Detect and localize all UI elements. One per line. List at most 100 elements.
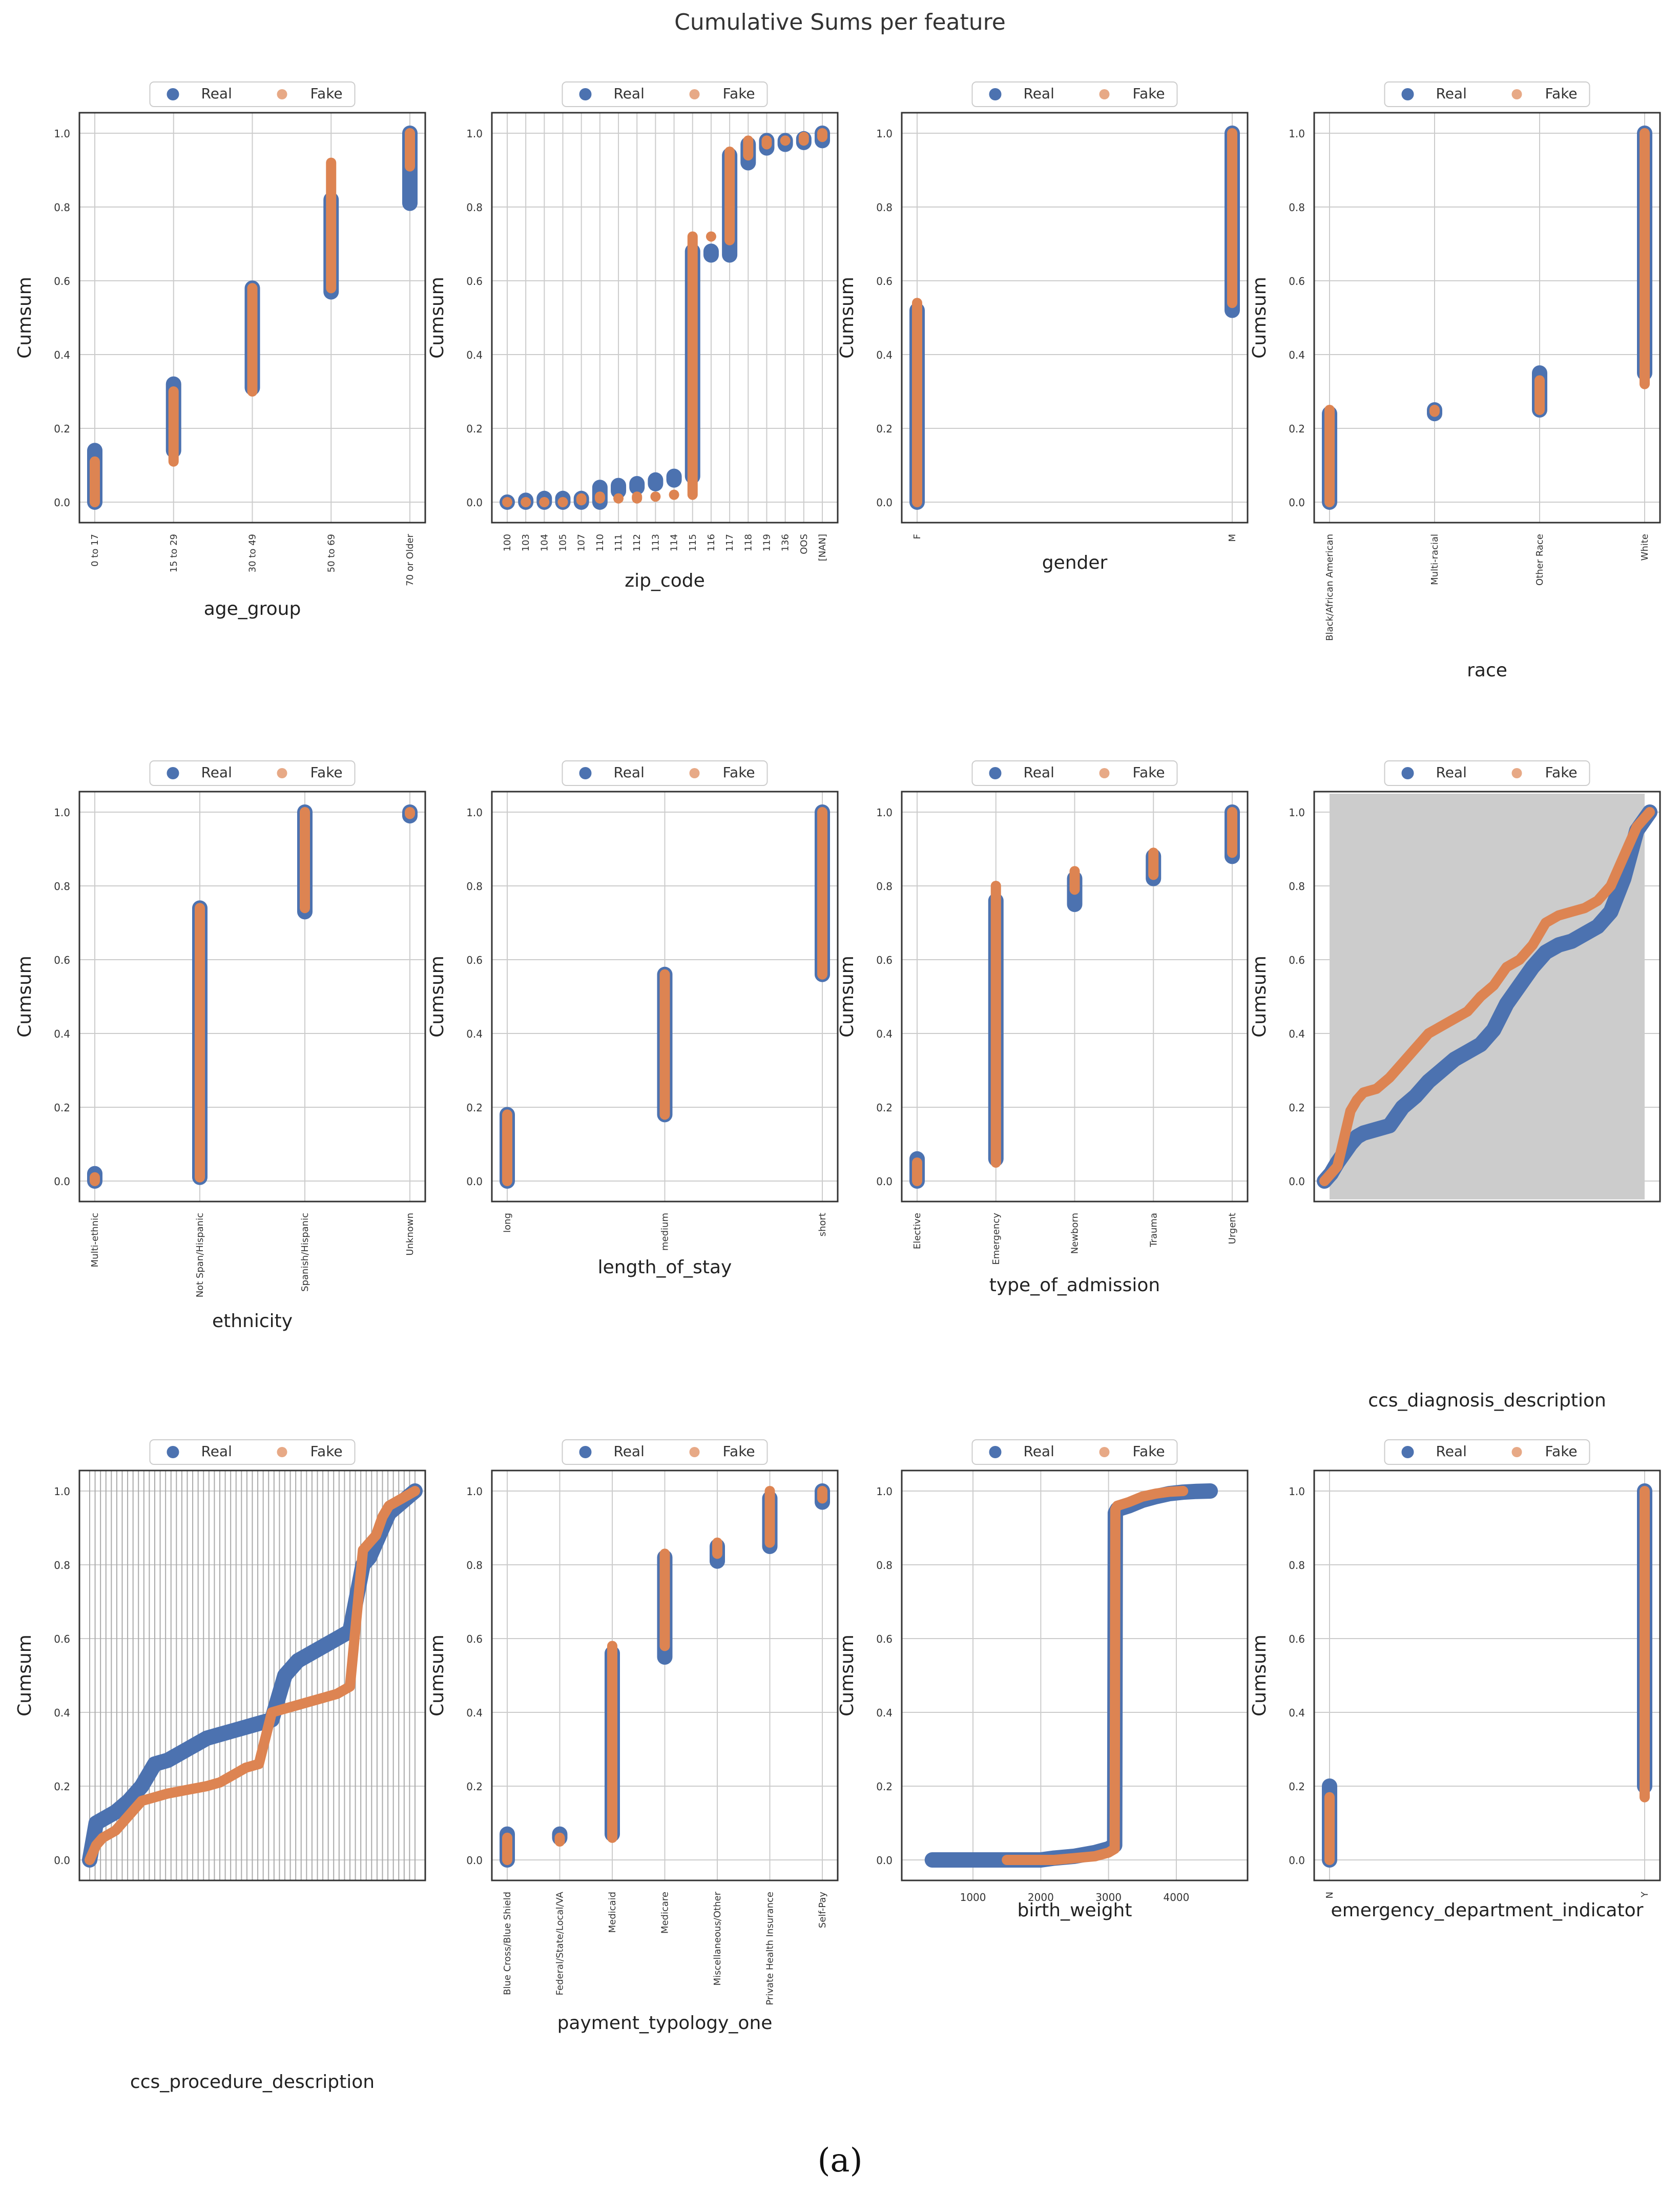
- y-axis-label: Cumsum: [1249, 277, 1270, 359]
- y-tick-label: 1.0: [1289, 1485, 1305, 1498]
- y-axis-label: Cumsum: [427, 1634, 448, 1716]
- chart-panel-zip-code: 0.0 0.2 0.4 0.6 0.8 1.0 100 103 104 105 107 110 111 1…: [427, 81, 839, 591]
- legend-box: [562, 760, 768, 786]
- axes-frame: [901, 1469, 1249, 1881]
- x-tick-label: Other Race: [1534, 534, 1545, 586]
- legend-label-real: Real: [201, 1443, 232, 1460]
- y-tick-label: 0.4: [466, 1707, 483, 1719]
- legend-box: [1384, 81, 1590, 107]
- x-tick-label: 111: [613, 534, 624, 551]
- y-tick-label: 0.4: [1289, 1028, 1305, 1040]
- x-tick-label: 105: [558, 534, 569, 551]
- y-axis-label: Cumsum: [837, 956, 858, 1038]
- x-tick-label: 116: [706, 534, 717, 551]
- y-tick-label: 0.2: [876, 1102, 893, 1114]
- y-tick-label: 0.0: [1289, 1854, 1305, 1867]
- y-tick-label: 0.2: [466, 1102, 483, 1114]
- legend: Real Fake: [562, 81, 768, 107]
- y-tick-label: 0.0: [876, 1854, 893, 1867]
- legend-label-real: Real: [614, 85, 645, 102]
- y-tick-label: 0.4: [876, 1028, 893, 1040]
- y-tick-label: 0.8: [876, 1559, 893, 1571]
- x-tick-label: 119: [761, 534, 772, 551]
- y-axis-label: Cumsum: [837, 277, 858, 359]
- x-tick-label: 15 to 29: [169, 534, 179, 572]
- axes-frame: [491, 1469, 839, 1881]
- x-tick-label: Y: [1640, 1891, 1650, 1898]
- series-fake-line: [1002, 1486, 1189, 1865]
- legend-box: [1384, 760, 1590, 786]
- y-tick-label: 1.0: [1289, 806, 1305, 819]
- legend-box: [149, 81, 356, 107]
- y-tick-label: 0.6: [1289, 1633, 1305, 1645]
- y-tick-label: 0.4: [54, 349, 70, 361]
- x-tick-label: Self-Pay: [817, 1892, 828, 1928]
- x-tick-label: Multi-ethnic: [90, 1213, 100, 1267]
- legend-marker-fake: [277, 1447, 287, 1457]
- x-tick-label: N: [1324, 1892, 1335, 1898]
- y-tick-label: 0.8: [54, 1559, 70, 1571]
- y-tick-label: 1.0: [466, 128, 483, 140]
- chart-panel-emergency-department-indicator: 0.0 0.2 0.4 0.6 0.8 1.0 N Y Real Fake Cumsum emerge…: [1249, 1439, 1661, 1921]
- y-tick-label: 0.8: [54, 201, 70, 214]
- x-tick-label: 0 to 17: [90, 534, 100, 567]
- legend: Real Fake: [149, 81, 356, 107]
- y-tick-label: 0.6: [54, 954, 70, 966]
- legend-marker-real: [989, 1446, 1002, 1458]
- y-tick-label: 0.4: [54, 1028, 70, 1040]
- x-tick-label: Medicare: [660, 1892, 671, 1934]
- axes-frame: [901, 791, 1249, 1203]
- y-tick-label: 0.0: [54, 1175, 70, 1188]
- x-axis-label: emergency_department_indicator: [1331, 1900, 1644, 1921]
- y-tick-label: 0.0: [466, 1175, 483, 1188]
- legend-marker-fake: [1511, 89, 1522, 99]
- y-tick-label: 1.0: [466, 1485, 483, 1498]
- chart-panel-race: 0.0 0.2 0.4 0.6 0.8 1.0 Black/African American…: [1249, 81, 1661, 681]
- x-tick-label: 136: [780, 534, 791, 551]
- legend-marker-real: [1401, 767, 1414, 779]
- chart-panel-type-of-admission: 0.0 0.2 0.4 0.6 0.8 1.0 Elective Emergency Newbo…: [837, 760, 1249, 1296]
- figure-caption: (a): [817, 2142, 863, 2180]
- legend-label-real: Real: [1436, 1443, 1467, 1460]
- legend-marker-fake: [1511, 1447, 1522, 1457]
- legend-marker-fake: [689, 89, 700, 99]
- y-tick-label: 0.0: [876, 1175, 893, 1188]
- legend-label-real: Real: [201, 764, 232, 781]
- x-axis-label: gender: [1042, 552, 1108, 573]
- chart-panel-ccs-procedure-description: 0.0 0.2 0.4 0.6 0.8 1.0 Real Fake Cumsum ccs_proc…: [14, 1439, 426, 2093]
- x-tick-label: Miscellaneous/Other: [712, 1891, 723, 1985]
- legend-marker-real: [1401, 88, 1414, 100]
- x-axis-label: payment_typology_one: [557, 2013, 773, 2034]
- y-tick-label: 0.0: [466, 496, 483, 509]
- legend-label-fake: Fake: [1133, 764, 1165, 781]
- y-tick-label: 0.2: [466, 1781, 483, 1793]
- legend-label-fake: Fake: [1545, 85, 1578, 102]
- x-tick-label: Unknown: [405, 1213, 416, 1256]
- legend-label-real: Real: [1436, 764, 1467, 781]
- y-tick-label: 0.0: [54, 496, 70, 509]
- y-tick-label: 0.6: [1289, 275, 1305, 287]
- x-tick-label: Black/African American: [1324, 534, 1335, 641]
- x-tick-label: Spanish/Hispanic: [300, 1213, 310, 1292]
- x-tick-label: long: [502, 1213, 513, 1233]
- legend-marker-fake: [1511, 768, 1522, 778]
- y-tick-label: 0.0: [876, 496, 893, 509]
- legend-box: [149, 1439, 356, 1465]
- x-tick-label: [NAN]: [817, 534, 828, 561]
- x-axis-label: type_of_admission: [989, 1275, 1160, 1296]
- x-tick-label: 70 or Older: [405, 533, 416, 586]
- legend-label-fake: Fake: [1133, 85, 1165, 102]
- chart-panel-ccs-diagnosis-description: 0.0 0.2 0.4 0.6 0.8 1.0 Real Fake Cumsum ccs_diag…: [1249, 760, 1661, 1411]
- y-tick-label: 0.0: [1289, 1175, 1305, 1188]
- y-tick-label: 1.0: [876, 1485, 893, 1498]
- y-tick-label: 0.8: [1289, 1559, 1305, 1571]
- x-tick-label: Medicaid: [607, 1892, 618, 1933]
- x-tick-label: 3000: [1095, 1891, 1122, 1903]
- legend-label-real: Real: [1024, 764, 1054, 781]
- legend: Real Fake: [1384, 1439, 1590, 1465]
- axes-frame: [1313, 791, 1661, 1203]
- legend-box: [149, 760, 356, 786]
- x-tick-label: 107: [576, 534, 587, 551]
- legend-label-fake: Fake: [310, 1443, 343, 1460]
- y-tick-label: 0.4: [876, 349, 893, 361]
